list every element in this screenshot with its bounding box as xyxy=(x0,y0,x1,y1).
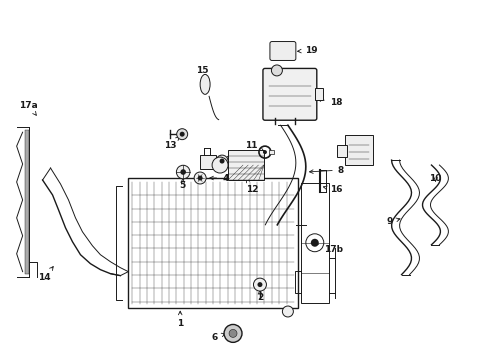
Bar xyxy=(227,150,264,180)
Circle shape xyxy=(176,165,189,179)
FancyBboxPatch shape xyxy=(263,68,316,120)
Bar xyxy=(294,271,300,293)
Text: 17b: 17b xyxy=(313,242,342,254)
Text: 11: 11 xyxy=(245,141,264,152)
Circle shape xyxy=(180,169,185,175)
Circle shape xyxy=(212,157,227,173)
Bar xyxy=(344,135,372,165)
Circle shape xyxy=(310,239,318,247)
Text: 10: 10 xyxy=(428,174,441,183)
Text: 13: 13 xyxy=(163,137,179,150)
Circle shape xyxy=(219,159,224,163)
Text: 5: 5 xyxy=(179,179,185,190)
Circle shape xyxy=(216,155,227,167)
Bar xyxy=(336,145,346,157)
Circle shape xyxy=(197,176,202,180)
Text: 12: 12 xyxy=(245,179,258,194)
Text: 1: 1 xyxy=(177,311,183,328)
Circle shape xyxy=(253,278,266,291)
Text: 17a: 17a xyxy=(19,101,38,115)
Text: 8: 8 xyxy=(309,166,343,175)
Bar xyxy=(128,178,297,307)
Circle shape xyxy=(228,329,237,337)
Bar xyxy=(268,150,273,154)
Text: 3: 3 xyxy=(219,156,231,165)
Text: 18: 18 xyxy=(317,98,342,107)
Bar xyxy=(200,155,216,169)
Circle shape xyxy=(176,129,187,140)
Text: 16: 16 xyxy=(323,185,342,194)
Circle shape xyxy=(271,65,282,76)
Text: 9: 9 xyxy=(386,217,399,226)
Circle shape xyxy=(257,282,262,287)
Text: 15: 15 xyxy=(196,66,208,81)
Text: 6: 6 xyxy=(211,333,224,342)
Ellipse shape xyxy=(200,75,210,94)
Text: 14: 14 xyxy=(38,267,53,282)
Text: 2: 2 xyxy=(256,290,263,302)
Text: 7: 7 xyxy=(355,149,363,161)
FancyBboxPatch shape xyxy=(269,41,295,60)
Bar xyxy=(24,130,29,274)
Bar xyxy=(314,88,322,100)
Circle shape xyxy=(194,172,205,184)
Circle shape xyxy=(224,324,242,342)
Circle shape xyxy=(282,306,293,317)
Bar xyxy=(300,183,328,302)
Circle shape xyxy=(179,132,184,137)
Circle shape xyxy=(263,150,266,154)
Text: 19: 19 xyxy=(297,46,317,55)
Text: 4: 4 xyxy=(209,174,228,183)
